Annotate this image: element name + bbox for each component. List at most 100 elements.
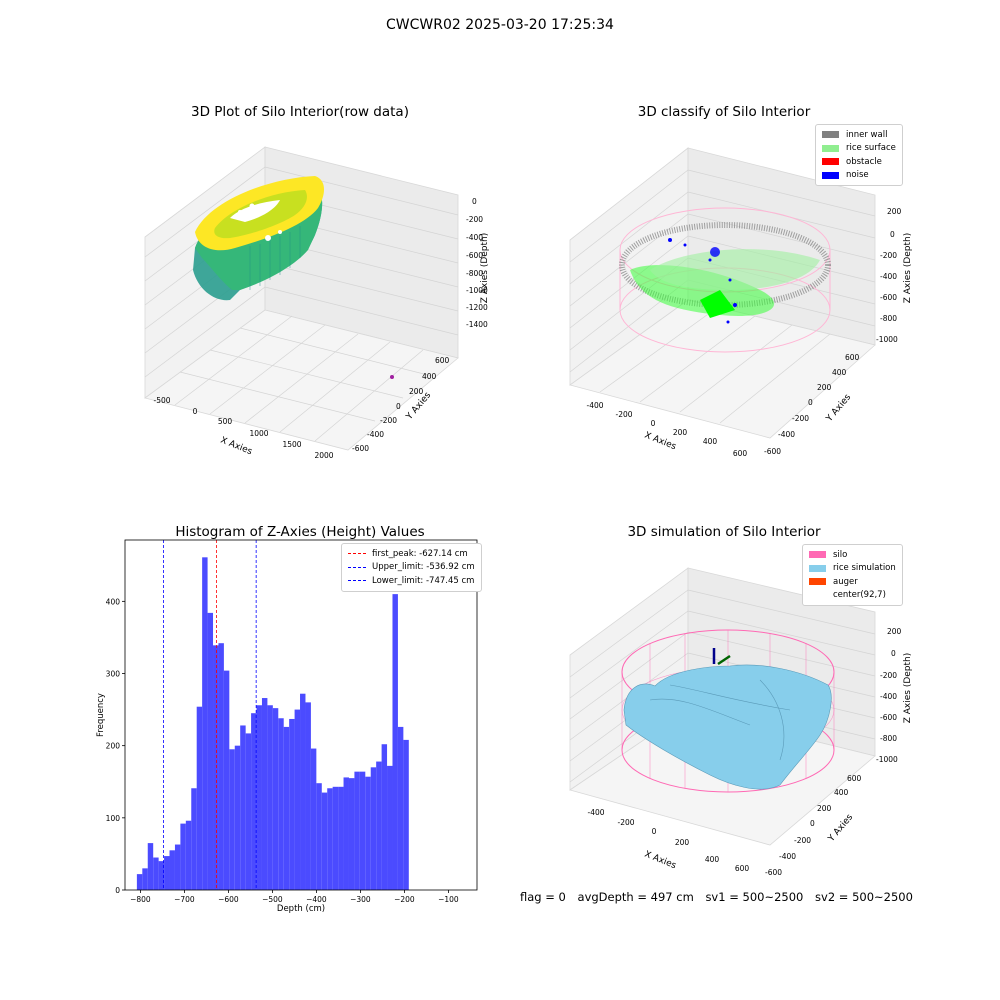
- x-axis-label: X Axies: [219, 436, 254, 458]
- raw-tick-labels: -500 0 500 1000 1500 2000 600 400 200 0 …: [153, 197, 488, 460]
- legend-label: first_peak: -627.14 cm: [372, 548, 468, 559]
- x-tick-label: −800: [130, 895, 151, 904]
- histogram-bar: [153, 857, 159, 890]
- y-axis-label: Y Axies: [826, 812, 855, 844]
- histogram-bar: [251, 713, 257, 890]
- histogram-bar: [147, 843, 154, 890]
- floor-pane: [144, 309, 459, 451]
- z-tick-label: 0: [890, 230, 895, 239]
- legend-item-obstacle: obstacle: [822, 155, 896, 169]
- y-tick-label: 600: [847, 774, 862, 783]
- x-tick-label: -200: [617, 818, 634, 827]
- y-tick-label: 200: [817, 383, 832, 392]
- y-tick-label: 300: [106, 670, 121, 679]
- legend-swatch: [822, 158, 839, 166]
- z-tick-label: -800: [466, 269, 483, 278]
- z-tick-label: 200: [887, 207, 902, 216]
- raw-plot-title: 3D Plot of Silo Interior(row data): [191, 104, 409, 120]
- z-tick-label: -800: [880, 734, 897, 743]
- y-tick-label: 600: [435, 356, 450, 365]
- y-tick-label: 100: [106, 814, 121, 823]
- x-tick-label: −500: [262, 895, 283, 904]
- z-tick-label: -1400: [466, 320, 488, 329]
- histogram-bar: [261, 698, 268, 890]
- z-tick-label: 200: [887, 627, 902, 636]
- y-tick-label: 600: [845, 353, 860, 362]
- y-tick-label: 0: [115, 886, 120, 895]
- y-tick-label: -600: [352, 444, 369, 453]
- histogram-bar: [397, 726, 404, 890]
- legend-item-silo: silo: [809, 548, 896, 562]
- histogram-bar: [365, 776, 371, 890]
- y-tick-label: 200: [106, 742, 121, 751]
- reference-lines: [163, 540, 257, 890]
- histogram-bar: [387, 765, 393, 890]
- x-tick-label: 200: [675, 838, 690, 847]
- legend-item-lower-limit: Lower_limit: -747.45 cm: [348, 574, 475, 588]
- x-tick-label: 1500: [282, 440, 301, 449]
- histogram-bar: [169, 850, 175, 890]
- histogram-bar: [256, 705, 262, 890]
- legend-item-center: center(92,7): [809, 589, 896, 603]
- histogram-bar: [158, 861, 165, 890]
- sv2-text: sv2 = 500~2500: [815, 890, 913, 904]
- z-tick-label: -200: [880, 671, 897, 680]
- legend-item-noise: noise: [822, 169, 896, 183]
- x-tick-label: 0: [651, 419, 656, 428]
- legend-label: noise: [846, 170, 869, 181]
- histogram-bar: [191, 788, 197, 890]
- y-tick-label: -200: [380, 416, 397, 425]
- z-tick-label: -1200: [466, 303, 488, 312]
- z-tick-label: -600: [880, 293, 897, 302]
- histogram-bar: [354, 771, 360, 890]
- histogram-bar: [180, 823, 186, 890]
- x-tick-label: 600: [733, 449, 748, 458]
- histogram-bar: [240, 725, 246, 890]
- x-tick-label: 0: [652, 827, 657, 836]
- histogram-bar: [213, 645, 219, 890]
- x-tick-label: -500: [153, 396, 170, 405]
- legend-item-rice-simulation: rice simulation: [809, 562, 896, 576]
- x-tick-label: −600: [218, 895, 239, 904]
- y-tick-label: -600: [764, 447, 781, 456]
- x-axis-label: X Axies: [643, 850, 678, 872]
- legend-item-rice-surface: rice surface: [822, 142, 896, 156]
- y-tick-label: 400: [106, 597, 121, 606]
- histogram-bar: [218, 643, 224, 890]
- z-tick-label: -200: [466, 215, 483, 224]
- histogram-bar: [202, 557, 208, 890]
- legend-label: Lower_limit: -747.45 cm: [372, 575, 475, 586]
- histogram-bar: [142, 868, 148, 890]
- legend-item-upper-limit: Upper_limit: -536.92 cm: [348, 561, 475, 575]
- z-tick-label: -800: [880, 314, 897, 323]
- histogram-bar: [283, 726, 290, 890]
- y-tick-label: -200: [794, 836, 811, 845]
- legend-label: silo: [833, 549, 848, 560]
- histogram-bar: [207, 612, 214, 890]
- x-ticks: −800 −700 −600 −500 −400 −300 −200 −100: [130, 890, 459, 904]
- legend-swatch: [809, 578, 826, 586]
- y-tick-label: -600: [765, 868, 782, 877]
- y-tick-label: -400: [779, 852, 796, 861]
- x-tick-label: 400: [703, 437, 718, 446]
- y-tick-label: 400: [422, 372, 437, 381]
- histogram-bar: [359, 771, 366, 890]
- legend-item-auger: auger: [809, 575, 896, 589]
- classified-point-cloud: [619, 207, 831, 353]
- z-tick-label: -600: [466, 251, 483, 260]
- figure-title: CWCWR02 2025-03-20 17:25:34: [386, 17, 614, 33]
- legend-line-sample: [348, 553, 366, 555]
- x-tick-label: −100: [438, 895, 459, 904]
- silo-simulation: [621, 629, 835, 793]
- histogram-bar: [403, 739, 409, 890]
- classify-3d-plot: -400 -200 0 200 400 600 600 400 200 0 -2…: [569, 147, 913, 458]
- z-tick-label: -1000: [876, 335, 898, 344]
- legend-swatch: [809, 564, 826, 572]
- classify-plot-title: 3D classify of Silo Interior: [637, 104, 811, 120]
- x-tick-label: −400: [306, 895, 327, 904]
- legend-label: inner wall: [846, 129, 888, 140]
- legend-label: rice surface: [846, 143, 896, 154]
- histogram-bar: [305, 702, 311, 890]
- x-tick-label: -400: [587, 808, 604, 817]
- z-tick-label: -600: [880, 713, 897, 722]
